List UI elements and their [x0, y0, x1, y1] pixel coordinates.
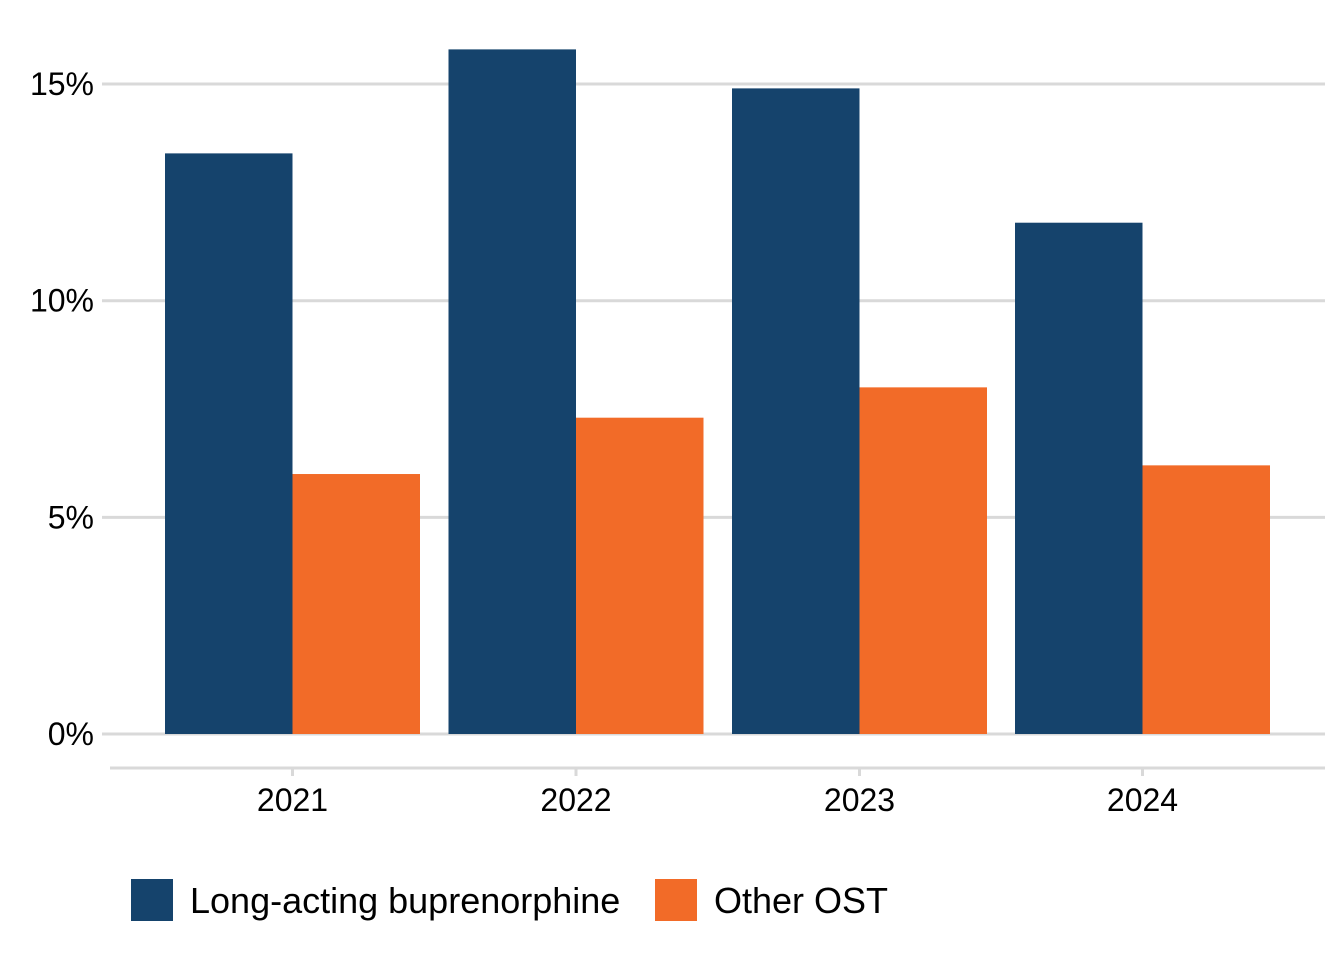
legend-label: Other OST	[714, 880, 888, 921]
bar-other-ost-2021	[292, 474, 420, 734]
y-tick-label: 10%	[30, 283, 94, 319]
bar-long-acting-buprenorphine-2022	[448, 49, 576, 735]
x-tick-label: 2024	[1107, 782, 1178, 818]
legend-swatch	[131, 879, 173, 921]
legend-label: Long-acting buprenorphine	[190, 880, 620, 921]
x-tick-label: 2021	[257, 782, 328, 818]
y-tick-label: 5%	[48, 499, 94, 535]
y-tick-label: 15%	[30, 66, 94, 102]
legend: Long-acting buprenorphine Other OST	[131, 879, 888, 921]
bar-other-ost-2023	[859, 387, 987, 734]
x-tick-label: 2022	[540, 782, 611, 818]
bar-other-ost-2022	[576, 417, 704, 734]
x-tick-label: 2023	[824, 782, 895, 818]
y-tick-label: 0%	[48, 716, 94, 752]
y-axis: 0% 5% 10% 15%	[30, 66, 94, 752]
bars	[165, 49, 1270, 735]
legend-swatch	[655, 879, 697, 921]
x-axis: 2021 2022 2023 2024	[110, 766, 1325, 818]
bar-long-acting-buprenorphine-2023	[732, 88, 860, 735]
bar-long-acting-buprenorphine-2021	[165, 153, 293, 735]
bar-other-ost-2024	[1142, 465, 1270, 734]
bar-long-acting-buprenorphine-2024	[1015, 222, 1143, 734]
